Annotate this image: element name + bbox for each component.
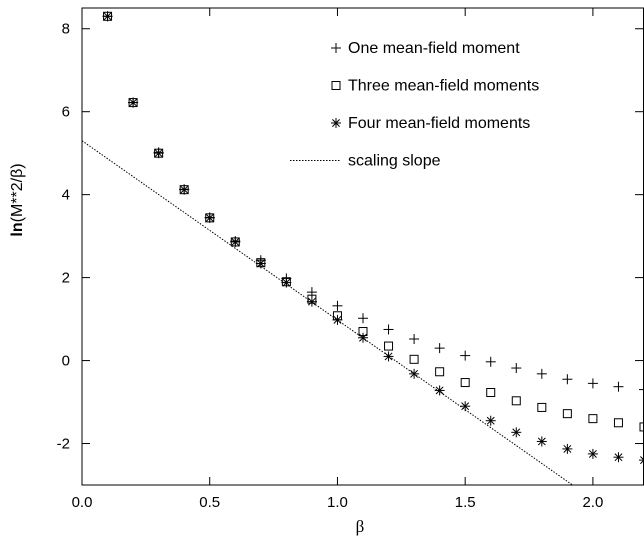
series-asterisk — [102, 11, 644, 466]
y-tick-label: 8 — [62, 21, 70, 38]
asterisk-point — [179, 184, 190, 195]
asterisk-point — [153, 148, 164, 159]
x-tick-label: 0.0 — [72, 494, 93, 511]
series-plus — [102, 11, 644, 395]
square-point — [511, 396, 521, 406]
square-point — [562, 409, 572, 419]
plus-point — [613, 381, 624, 392]
asterisk-point — [511, 427, 522, 438]
legend-item: One mean-field moment — [331, 40, 520, 57]
series-square — [103, 11, 644, 432]
legend-marker — [331, 118, 341, 128]
plus-point — [383, 324, 394, 335]
x-axis-label: β — [356, 517, 365, 536]
legend-label: One mean-field moment — [348, 40, 520, 57]
asterisk-point — [434, 385, 445, 396]
legend-item: Four mean-field moments — [331, 115, 530, 132]
asterisk-point — [383, 351, 394, 362]
square-point — [613, 418, 623, 428]
plus-point — [332, 300, 343, 311]
asterisk-point — [460, 401, 471, 412]
asterisk-point — [536, 436, 547, 447]
plus-point — [358, 313, 368, 324]
plus-point — [434, 343, 445, 354]
x-tick-label: 1.0 — [327, 494, 348, 511]
square-point — [435, 367, 445, 377]
square-point — [588, 414, 598, 424]
plus-point — [460, 350, 471, 361]
plus-point — [409, 333, 420, 344]
plus-point — [639, 384, 644, 395]
plus-point — [485, 356, 496, 367]
square-point — [460, 378, 470, 388]
legend-item: scaling slope — [290, 153, 441, 170]
legend-label: Three mean-field moments — [348, 78, 539, 95]
y-tick-label: 4 — [62, 187, 70, 204]
y-axis-label-bold: ln — [9, 222, 26, 236]
y-tick-label: 0 — [62, 353, 70, 370]
scaling-slope-line — [82, 140, 573, 485]
square-point — [384, 341, 394, 351]
plus-point — [511, 363, 522, 374]
y-axis: -2 0 2 4 6 8 — [57, 21, 643, 453]
asterisk-point — [102, 11, 113, 22]
square-point — [486, 388, 496, 398]
legend-label: Four mean-field moments — [348, 115, 530, 132]
legend-label: scaling slope — [348, 153, 441, 170]
y-tick-label: 6 — [62, 104, 70, 121]
legend: One mean-field moment Three mean-field mo… — [290, 40, 539, 170]
data-marks — [82, 11, 644, 485]
asterisk-point — [128, 97, 139, 108]
asterisk-point — [485, 415, 496, 426]
asterisk-point — [587, 448, 598, 459]
x-tick-label: 1.5 — [455, 494, 476, 511]
asterisk-point — [281, 277, 292, 288]
legend-marker — [331, 81, 341, 90]
asterisk-point — [639, 455, 644, 466]
asterisk-point — [204, 212, 215, 223]
x-tick-label: 0.5 — [199, 494, 220, 511]
y-axis-label: ln(M**2/β) — [9, 163, 26, 236]
plus-point — [536, 368, 547, 379]
square-point — [639, 422, 644, 432]
series-dotted-line — [82, 140, 573, 485]
asterisk-point — [230, 236, 241, 247]
square-point — [537, 402, 547, 412]
square-point — [409, 354, 419, 364]
plus-point — [587, 378, 598, 389]
x-tick-label: 2.0 — [582, 494, 603, 511]
y-axis-label-rest: (M**2/β) — [9, 163, 26, 222]
legend-item: Three mean-field moments — [331, 78, 539, 95]
asterisk-point — [613, 452, 624, 463]
y-tick-label: 2 — [62, 270, 70, 287]
plus-point — [562, 374, 573, 385]
x-axis: 0.0 0.5 1.0 1.5 2.0 — [72, 8, 603, 511]
legend-marker — [331, 43, 341, 53]
asterisk-point — [306, 296, 317, 307]
asterisk-point — [562, 443, 573, 454]
y-tick-label: -2 — [57, 436, 70, 453]
